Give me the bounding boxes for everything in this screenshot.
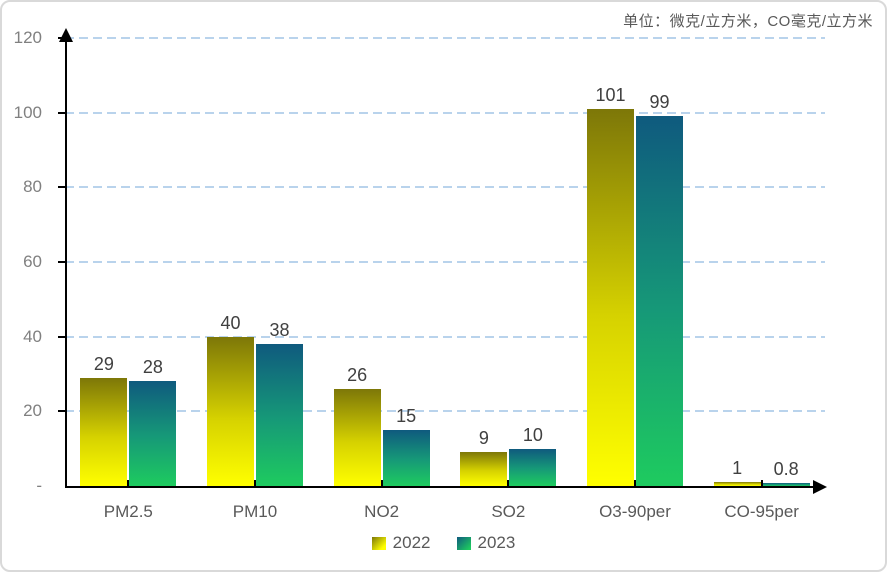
- legend-label-2022: 2022: [392, 533, 431, 552]
- bar-2022-CO-95per: [713, 482, 761, 486]
- y-axis-arrow-icon: [59, 28, 73, 42]
- bar-value-label: 40: [220, 313, 241, 333]
- bar-2022-NO2: [333, 389, 381, 486]
- gridline-120: [65, 37, 825, 39]
- category-label-CO-95per: CO-95per: [724, 502, 799, 521]
- bar-value-label: 15: [396, 406, 417, 426]
- bar-value-label: 26: [347, 365, 368, 385]
- x-axis-arrow-icon: [813, 480, 827, 494]
- bar-value-label: 1: [732, 458, 743, 478]
- legend-swatch-2022-icon: [371, 536, 386, 550]
- legend: 2022 2023: [2, 533, 885, 553]
- category-label-PM10: PM10: [232, 502, 278, 521]
- bar-2023-SO2: [509, 449, 557, 486]
- y-axis-tick-label-60: 60: [23, 252, 42, 271]
- bar-value-label: 99: [649, 92, 670, 112]
- x-axis-tick-O3-90per: [634, 480, 636, 486]
- y-axis-tick-20: [58, 410, 66, 413]
- bar-2023-CO-95per: [762, 483, 810, 486]
- y-axis-tick-80: [58, 186, 66, 189]
- legend-item-2023: 2023: [456, 533, 516, 553]
- bar-value-label: 0.8: [773, 459, 799, 479]
- y-axis-tick-label-120: 120: [13, 28, 42, 47]
- legend-item-2022: 2022: [371, 533, 431, 553]
- y-axis-line: [65, 40, 67, 488]
- bar-value-label: 38: [269, 320, 290, 340]
- bar-2022-PM10: [207, 337, 254, 486]
- gridline-100: [65, 111, 825, 114]
- x-axis-tick-NO2: [380, 480, 383, 486]
- y-axis-tick-label-40: 40: [23, 326, 42, 346]
- y-axis-tick-label-20: 20: [23, 401, 42, 421]
- bar-2023-NO2: [382, 430, 430, 486]
- gridline-80: [65, 186, 825, 189]
- bar-value-label: 29: [93, 354, 114, 374]
- y-axis-tick-100: [58, 111, 66, 114]
- category-label-O3-90per: O3-90per: [599, 502, 671, 521]
- category-label-PM2.5: PM2.5: [103, 502, 153, 521]
- x-axis-line: [65, 486, 815, 488]
- gridline-60: [65, 261, 825, 263]
- unit-label: 单位：微克/立方米，CO毫克/立方米: [623, 13, 873, 30]
- x-axis-tick-PM10: [254, 480, 256, 486]
- x-axis-tick-PM2.5: [127, 480, 130, 486]
- y-axis-tick-60: [58, 261, 66, 263]
- bar-2023-PM10: [256, 344, 303, 486]
- bar-value-label: 9: [478, 428, 489, 448]
- x-axis-tick-SO2: [507, 480, 510, 486]
- bar-2022-SO2: [460, 452, 508, 486]
- gridline-40: [65, 335, 825, 338]
- legend-swatch-2023-icon: [456, 536, 471, 550]
- bar-value-label: 10: [522, 425, 543, 445]
- category-label-SO2: SO2: [491, 502, 526, 521]
- y-axis-tick-label-80: 80: [23, 177, 42, 197]
- x-axis-tick-CO-95per: [760, 480, 763, 486]
- y-axis-tick-label-100: 100: [13, 102, 42, 122]
- bar-value-label: 101: [595, 85, 626, 105]
- bar-2022-PM2.5: [80, 378, 128, 486]
- bar-value-label: 28: [142, 357, 163, 377]
- bar-2023-O3-90per: [636, 116, 683, 486]
- gridline-20: [65, 410, 825, 413]
- category-label-NO2: NO2: [364, 502, 400, 521]
- legend-label-2023: 2023: [477, 533, 516, 552]
- y-axis-tick-40: [58, 335, 66, 338]
- bar-2022-O3-90per: [587, 109, 634, 486]
- y-axis-tick-label-0: -: [36, 476, 42, 495]
- bar-2023-PM2.5: [129, 381, 177, 486]
